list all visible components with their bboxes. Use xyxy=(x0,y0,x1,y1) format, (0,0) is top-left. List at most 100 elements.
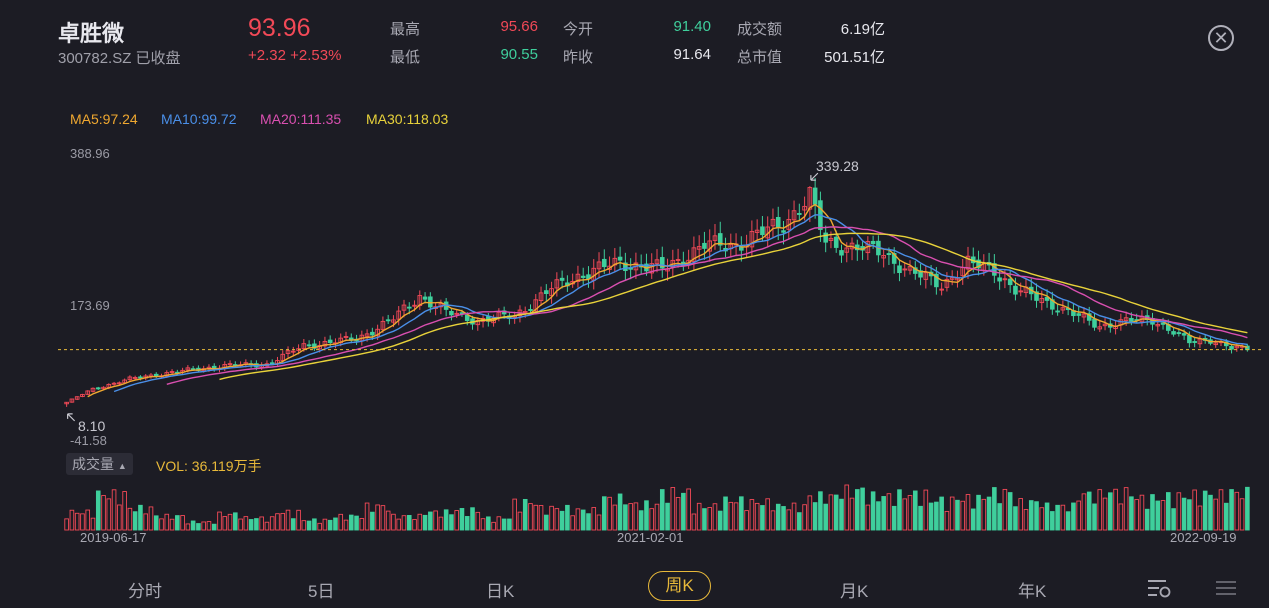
candle-body xyxy=(138,376,143,379)
volume-bar xyxy=(1197,505,1203,531)
volume-bar xyxy=(654,503,660,531)
volume-bar xyxy=(95,490,101,531)
volume-bar xyxy=(259,516,264,531)
volume-bar xyxy=(970,508,976,531)
volume-bar xyxy=(1187,499,1192,531)
volume-bar xyxy=(85,509,91,531)
volume-bar xyxy=(1171,508,1176,531)
volume-bar xyxy=(739,496,744,531)
close-icon[interactable]: ✕ xyxy=(1208,25,1234,51)
more-menu-icon[interactable] xyxy=(1214,578,1238,598)
volume-bar xyxy=(538,505,544,531)
candle-body xyxy=(902,268,908,271)
volume-bar xyxy=(1092,503,1097,531)
price-change: +2.32 +2.53% xyxy=(248,47,342,64)
candle-body xyxy=(327,339,333,344)
volume-bar xyxy=(912,490,918,531)
volume-bar xyxy=(417,513,423,531)
tab-intraday[interactable]: 分时 xyxy=(128,582,162,601)
volume-bar xyxy=(1134,499,1139,531)
low-label: 最低 xyxy=(390,49,421,66)
open-value: 91.40 xyxy=(673,18,711,35)
stock-code-status: 300782.SZ 已收盘 xyxy=(58,50,181,67)
volume-bar xyxy=(802,504,807,531)
candle-body xyxy=(85,390,91,395)
volume-bar xyxy=(1013,506,1018,531)
volume-bar xyxy=(992,487,997,531)
volume-bar xyxy=(412,519,417,531)
candle-body xyxy=(559,277,565,281)
volume-bar xyxy=(1050,511,1055,531)
candle-body xyxy=(696,246,702,250)
volume-bar xyxy=(855,489,860,531)
volume-bar xyxy=(833,494,839,531)
volume-bar xyxy=(1002,488,1008,531)
tab-yearly-k[interactable]: 年K xyxy=(1018,582,1047,601)
volume-bar xyxy=(797,512,802,531)
candle-body xyxy=(1155,323,1161,327)
volume-bar xyxy=(312,518,317,531)
candle-body xyxy=(385,319,391,322)
candle-body xyxy=(391,319,396,323)
volume-bar xyxy=(74,512,80,531)
volume-bar xyxy=(665,502,670,531)
candle-body xyxy=(554,279,560,289)
candle-body xyxy=(976,259,981,269)
volume-bar xyxy=(275,513,280,531)
tab-daily-k[interactable]: 日K xyxy=(486,582,515,601)
candle-body xyxy=(1129,317,1134,322)
candle-body xyxy=(707,240,713,252)
tab-5day[interactable]: 5日 xyxy=(308,582,335,601)
volume-bar xyxy=(1192,489,1197,531)
candle-body xyxy=(1081,313,1087,318)
volume-bar xyxy=(791,502,797,531)
volume-bar xyxy=(1023,509,1029,531)
candle-body xyxy=(918,270,923,278)
volume-bar xyxy=(401,515,407,531)
volume-bar xyxy=(159,518,164,531)
volume-bar xyxy=(343,519,349,531)
volume-bar xyxy=(222,516,228,531)
tab-monthly-k[interactable]: 月K xyxy=(840,582,869,601)
volume-bar xyxy=(322,518,328,531)
candle-body xyxy=(290,350,296,353)
volume-bar xyxy=(770,510,776,531)
date-end: 2022-09-19 xyxy=(1170,530,1237,545)
candle-body xyxy=(306,344,312,347)
volume-bar xyxy=(317,522,322,531)
volume-bar xyxy=(707,507,713,531)
volume-bar xyxy=(1044,502,1050,531)
candle-body xyxy=(185,367,191,371)
volume-bar xyxy=(301,520,307,531)
volume-bar xyxy=(981,498,987,531)
volume-bar xyxy=(501,518,507,531)
candle-body xyxy=(127,376,133,381)
volume-bar xyxy=(80,513,85,531)
volume-bar xyxy=(828,494,834,531)
candle-body xyxy=(939,288,944,291)
candle-body xyxy=(886,253,892,256)
volume-bar xyxy=(507,518,512,531)
volume-bar xyxy=(754,502,760,531)
volume-bar xyxy=(1007,492,1013,531)
volume-bar xyxy=(823,503,828,531)
low-value: 90.55 xyxy=(500,46,538,63)
candle-body xyxy=(111,382,117,385)
volume-bar xyxy=(733,502,739,531)
volume-bar xyxy=(475,511,481,531)
volume-bar xyxy=(1102,497,1108,531)
stock-name: 卓胜微 xyxy=(58,21,125,46)
volume-indicator-selector[interactable]: 成交量 ▲ xyxy=(66,453,133,475)
candle-body xyxy=(1192,341,1197,343)
tab-weekly-k[interactable]: 周K xyxy=(648,571,711,601)
volume-bar xyxy=(870,491,876,531)
candle-body xyxy=(364,333,370,337)
volume-bar xyxy=(211,523,217,531)
candle-body xyxy=(823,232,828,243)
volume-bar xyxy=(860,487,865,531)
indicator-settings-icon[interactable] xyxy=(1147,577,1171,599)
turnover-label: 成交额 xyxy=(737,21,783,38)
volume-bar xyxy=(1081,493,1087,531)
y-axis-mid-label: 173.69 xyxy=(70,298,110,313)
